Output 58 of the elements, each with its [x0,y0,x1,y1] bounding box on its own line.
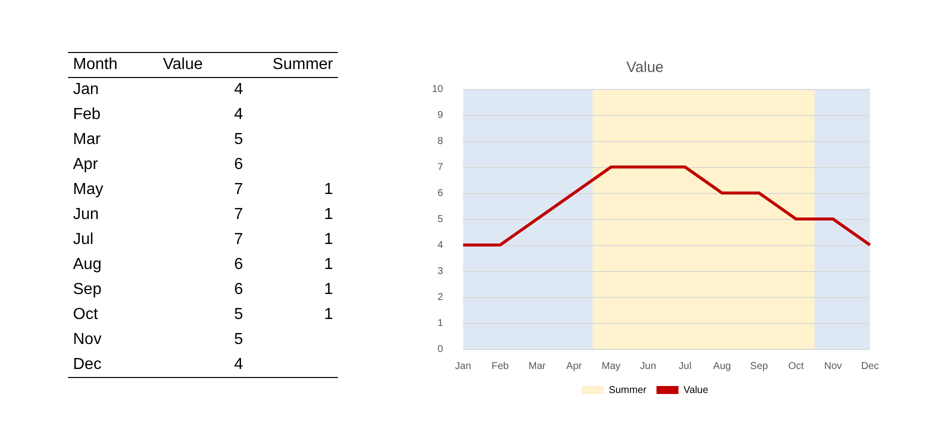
x-tick-label: Mar [528,360,546,372]
x-tick-label: Jan [455,360,472,372]
x-tick-label: Dec [861,360,879,372]
data-label: 5 [233,130,244,150]
data-label: 6 [233,155,244,175]
category-label: Nov [72,330,102,350]
y-tick-label: 10 [432,84,444,95]
data-label: 5 [233,305,244,325]
category-label: Aug [72,255,102,275]
y-tick-label: 1 [438,318,444,329]
category-label: Mar [72,130,102,150]
x-tick-label: Feb [491,360,510,372]
data-label: 6 [233,255,244,275]
data-label: 4 [158,352,248,378]
y-tick-label: 4 [438,240,444,251]
category-label: Jul [72,230,94,250]
x-tick-label: Jun [640,360,656,372]
data-label: 1 [323,230,334,250]
x-tick-label: Jul [678,360,692,372]
text: Summer [248,52,338,78]
legend-label: Value [683,384,709,396]
y-tick-label: 9 [438,110,444,121]
category-label: Jun [72,205,100,225]
y-tick-label: 0 [438,344,444,355]
category-label: May [72,180,104,200]
data-label: 1 [323,255,334,275]
category-label: Oct [72,305,99,325]
data-label: 1 [323,305,334,325]
category-label: Apr [72,155,99,175]
x-tick-label: Sep [750,360,768,372]
data-label: 6 [233,280,244,300]
y-tick-label: 2 [438,292,444,303]
chart-title: Value [626,59,664,76]
category-label: Sep [72,280,102,300]
data-label: 7 [233,230,244,250]
legend-label: Summer [608,384,648,396]
x-tick-label: Oct [788,360,804,372]
data-label: 4 [233,105,244,125]
x-tick-label: Apr [566,360,583,372]
text: Month [68,52,158,78]
y-tick-label: 5 [438,214,444,225]
y-tick-label: 6 [438,188,444,199]
y-tick-label: 8 [438,136,444,147]
text: Value [158,52,248,78]
data-label: 1 [323,205,334,225]
data-label: 4 [233,80,244,100]
category-label: Feb [72,105,102,125]
y-tick-label: 3 [438,266,444,277]
category-label: Jan [72,80,100,100]
data-label: 5 [233,330,244,350]
x-tick-label: Aug [713,360,731,372]
data-label: 7 [233,180,244,200]
x-tick-label: May [602,360,621,372]
data-label: 1 [323,280,334,300]
data-label: 1 [323,180,334,200]
x-tick-label: Nov [824,360,842,372]
y-tick-label: 7 [438,162,444,173]
data-label: 7 [233,205,244,225]
